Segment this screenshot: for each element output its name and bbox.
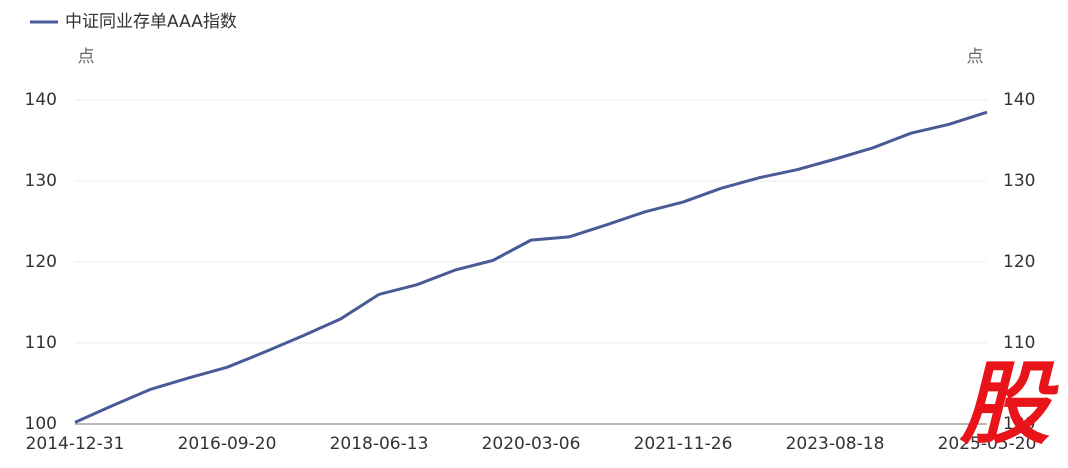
- legend-label: 中证同业存单AAA指数: [65, 12, 237, 32]
- x-tick-label: 2016-09-20: [178, 434, 277, 454]
- y-tick-label: 140: [25, 90, 57, 110]
- y2-tick-label: 130: [1003, 171, 1035, 191]
- x-tick-label: 2020-03-06: [482, 434, 581, 454]
- y2-axis-unit: 点: [967, 47, 984, 67]
- y-tick-label: 120: [25, 252, 57, 272]
- y-tick-label: 100: [25, 414, 57, 434]
- y-tick-label: 110: [25, 333, 57, 353]
- x-tick-label: 2021-11-26: [634, 434, 733, 454]
- y2-tick-label: 100: [1003, 414, 1035, 434]
- y2-tick-label: 120: [1003, 252, 1035, 272]
- x-tick-label: 2025-05-20: [938, 434, 1037, 454]
- y2-tick-label: 110: [1003, 333, 1035, 353]
- x-tick-label: 2018-06-13: [330, 434, 429, 454]
- watermark: 股: [959, 352, 1059, 457]
- y-tick-label: 130: [25, 171, 57, 191]
- x-tick-label: 2014-12-31: [26, 434, 125, 454]
- data-line: [74, 110, 988, 424]
- y2-tick-label: 140: [1003, 90, 1035, 110]
- x-tick-label: 2023-08-18: [786, 434, 885, 454]
- y-axis-unit: 点: [78, 47, 95, 67]
